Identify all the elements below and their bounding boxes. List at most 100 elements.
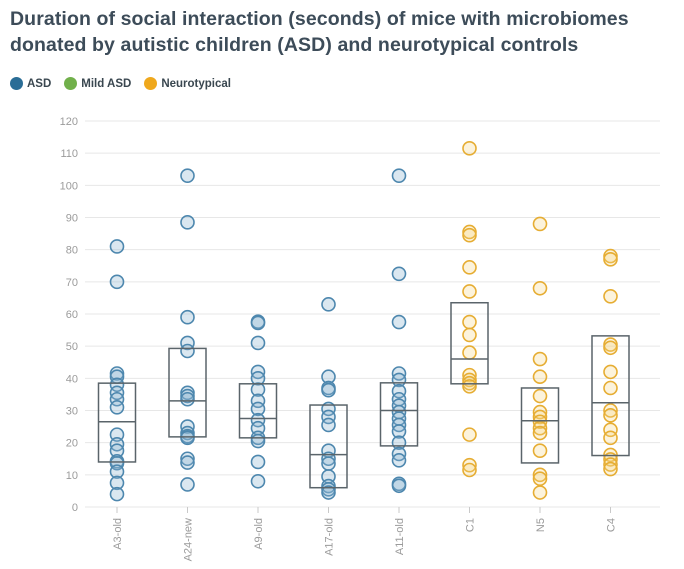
data-point: [532, 485, 548, 500]
data-point: [391, 453, 407, 468]
y-tick-label: 30: [66, 406, 78, 418]
data-point: [250, 401, 266, 417]
data-point: [462, 260, 477, 275]
data-point: [321, 485, 336, 500]
data-point: [250, 315, 266, 331]
box-plot-rect: [309, 404, 348, 489]
legend: ASD Mild ASD Neurotypical: [10, 77, 231, 90]
legend-item-neurotypical[interactable]: Neurotypical: [144, 77, 231, 90]
data-point: [321, 297, 336, 312]
x-tick-label: N5: [535, 518, 547, 532]
box-plot-rect: [450, 301, 489, 385]
legend-swatch-mild-asd: [64, 77, 78, 90]
data-point: [462, 327, 477, 343]
box-plot-rect: [97, 382, 137, 463]
box-plot-rect: [168, 347, 207, 438]
legend-swatch-neurotypical: [144, 77, 158, 90]
y-tick-label: 110: [60, 148, 78, 160]
data-point: [321, 451, 336, 467]
data-point: [532, 443, 548, 459]
y-tick-label: 60: [66, 309, 78, 321]
data-point: [603, 461, 618, 477]
data-point: [391, 168, 407, 183]
data-point: [462, 427, 477, 442]
box-plot-rect: [520, 387, 560, 464]
legend-label-mild-asd: Mild ASD: [81, 77, 132, 90]
data-point: [603, 408, 618, 423]
y-tick-label: 100: [60, 180, 78, 192]
y-tick-label: 120: [60, 116, 78, 128]
data-point: [603, 403, 618, 418]
data-point: [462, 462, 477, 478]
x-tick-label: A17-old: [324, 518, 336, 556]
data-point: [462, 141, 477, 156]
data-point: [321, 417, 336, 433]
chart-title: Duration of social interaction (seconds)…: [10, 8, 629, 56]
legend-swatch-asd: [10, 77, 23, 90]
y-tick-label: 50: [66, 341, 78, 353]
y-tick-label: 90: [66, 213, 78, 225]
data-point: [603, 289, 618, 304]
data-point: [180, 430, 195, 446]
data-point: [109, 486, 125, 502]
data-point: [180, 477, 195, 492]
data-point: [462, 284, 477, 299]
data-point: [532, 467, 548, 483]
data-point: [462, 314, 477, 330]
data-point: [109, 274, 125, 290]
x-tick-label: C1: [465, 518, 477, 532]
data-point: [603, 457, 618, 472]
data-point: [603, 364, 618, 380]
data-point: [250, 454, 266, 470]
data-point: [462, 379, 477, 394]
data-point: [109, 399, 125, 415]
data-point: [391, 314, 407, 330]
data-point: [532, 216, 548, 232]
data-point: [462, 457, 477, 473]
legend-item-asd[interactable]: ASD: [10, 77, 51, 90]
data-point: [532, 425, 548, 441]
x-tick-label: A11-old: [394, 518, 406, 555]
data-point: [391, 424, 407, 439]
data-point: [462, 345, 477, 360]
data-point: [391, 478, 407, 494]
boxplot-scatter-chart: 0 10 20 30 40 50 60 70 80 90 100 110 120 A3-old A24-ne…: [60, 116, 660, 561]
data-point: [391, 266, 407, 282]
data-point: [321, 382, 336, 398]
data-point: [180, 168, 195, 183]
data-point: [462, 227, 477, 243]
data-point: [250, 433, 266, 449]
data-point: [532, 420, 548, 436]
data-point: [250, 371, 266, 386]
data-point: [532, 351, 548, 367]
data-point: [109, 475, 125, 491]
data-point: [603, 340, 618, 356]
data-point: [532, 280, 548, 296]
legend-item-mild-asd[interactable]: Mild ASD: [64, 77, 131, 90]
data-point: [180, 343, 195, 359]
data-point: [250, 335, 266, 351]
data-point: [109, 464, 125, 479]
data-point: [180, 455, 195, 470]
data-point: [180, 215, 195, 230]
data-point: [109, 239, 125, 254]
x-tick-label: A24-new: [183, 518, 195, 561]
data-point: [180, 451, 195, 467]
legend-label-neurotypical: Neurotypical: [161, 77, 231, 90]
box-plot-rect: [379, 382, 419, 447]
box-plot-rect: [238, 383, 278, 439]
y-tick-label: 40: [66, 373, 78, 385]
data-point: [603, 380, 618, 396]
data-point: [180, 309, 195, 325]
x-tick-label: A3-old: [112, 518, 124, 550]
y-tick-label: 80: [66, 245, 78, 257]
x-tick-label: C4: [606, 518, 618, 532]
legend-label-asd: ASD: [27, 77, 52, 90]
data-point: [603, 430, 618, 446]
x-tick-label: A9-old: [253, 518, 265, 550]
data-point: [250, 473, 266, 489]
y-tick-label: 70: [66, 277, 78, 289]
data-point: [532, 471, 548, 486]
data-point: [532, 369, 548, 385]
y-tick-label: 10: [66, 470, 78, 482]
